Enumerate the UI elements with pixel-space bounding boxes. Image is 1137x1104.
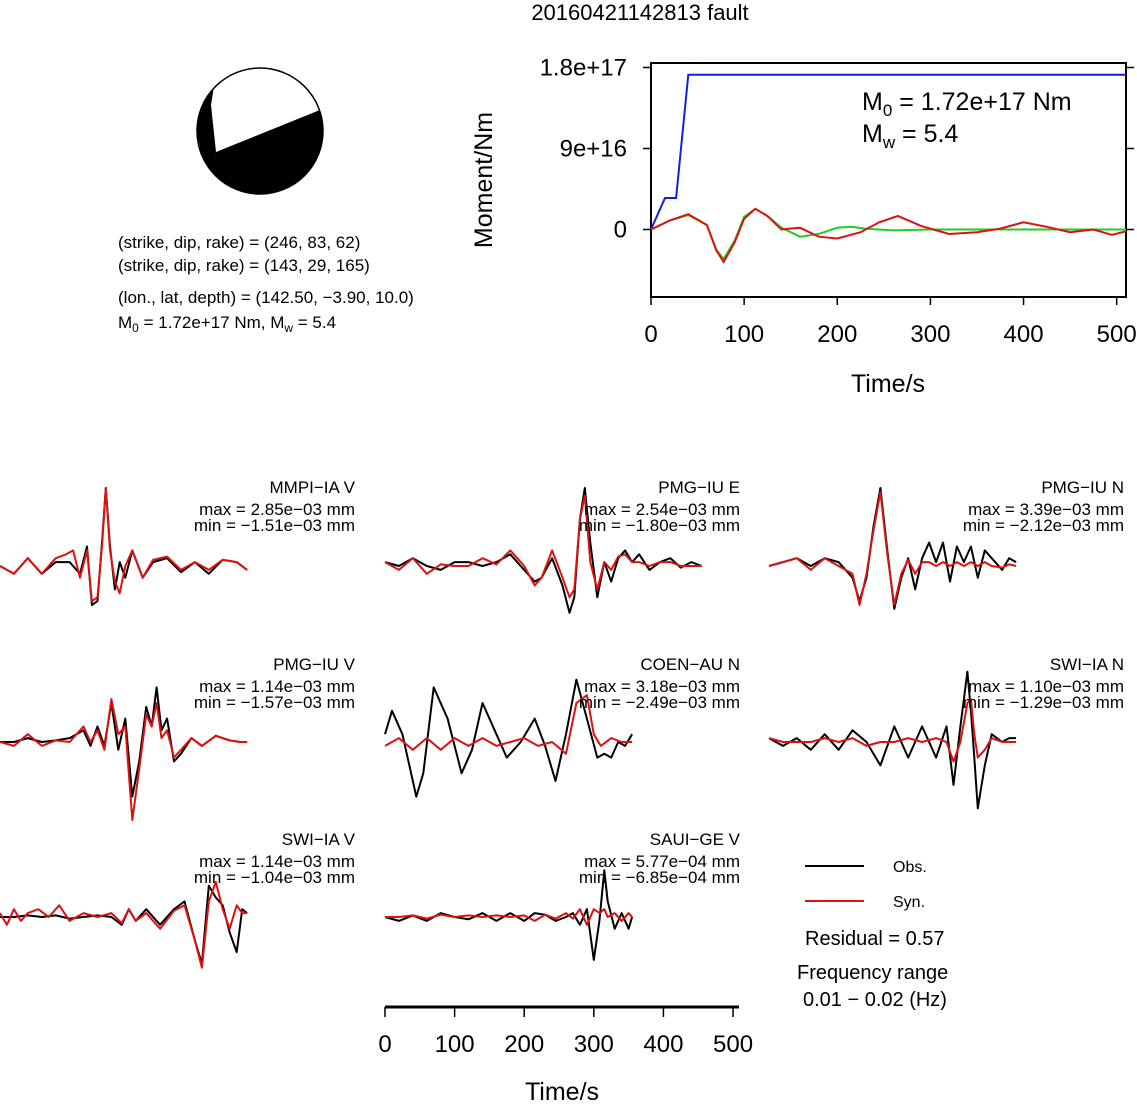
station-name: PMG−IU N — [1041, 478, 1124, 497]
station-min: min = −6.85e−04 mm — [579, 868, 740, 887]
moment-xtick-label: 300 — [910, 321, 950, 348]
moment-xtick-label: 100 — [724, 321, 764, 348]
moment-series-0 — [650, 73, 1126, 230]
station-min: min = −1.57e−03 mm — [194, 693, 355, 712]
moment-series-2 — [650, 207, 1127, 264]
synthetic-trace — [384, 694, 633, 755]
moment-ytick-label: 1.8e+17 — [540, 55, 627, 82]
moment-m0-annotation: M0 = 1.72e+17 Nm — [862, 88, 1072, 120]
legend: Obs. Syn. Residual = 0.57 Frequency rang… — [797, 859, 948, 1011]
residual-value: Residual = 0.57 — [805, 928, 945, 950]
station-name: SWI−IA N — [1050, 655, 1124, 674]
observed-trace — [768, 670, 1017, 810]
station-name: MMPI−IA V — [270, 478, 356, 497]
magnitude-line: M0 = 1.72e+17 Nm, Mw = 5.4 — [118, 313, 336, 335]
station-max: max = 1.14e−03 mm — [199, 852, 355, 871]
station-min: min = −1.04e−03 mm — [194, 868, 355, 887]
frequency-range-value: 0.01 − 0.02 (Hz) — [803, 989, 947, 1011]
moment-plot-frame — [650, 62, 1127, 298]
beachball-compression-quadrant-2 — [197, 80, 216, 162]
time-xtick-label: 200 — [504, 1031, 544, 1058]
synthetic-trace — [0, 698, 248, 821]
station-name: PMG−IU V — [273, 655, 355, 674]
station-max: max = 2.54e−03 mm — [584, 500, 740, 519]
source-parameters: (strike, dip, rake) = (246, 83, 62) (str… — [118, 233, 414, 335]
station-max: max = 1.10e−03 mm — [968, 677, 1124, 696]
time-xtick-label: 0 — [378, 1031, 391, 1058]
moment-series-1 — [650, 207, 1126, 261]
station-max: max = 3.39e−03 mm — [968, 500, 1124, 519]
moment-mw-annotation: Mw = 5.4 — [862, 120, 958, 152]
station-min: min = −1.80e−03 mm — [579, 516, 740, 535]
figure-title: 20160421142813 fault — [531, 0, 748, 25]
frequency-range-title: Frequency range — [797, 962, 948, 984]
synthetic-trace — [385, 908, 633, 926]
nodal-plane-2: (strike, dip, rake) = (143, 29, 165) — [118, 256, 370, 275]
moment-xtick-label: 0 — [644, 321, 657, 348]
station-name: COEN−AU N — [640, 655, 740, 674]
time-xtick-label: 400 — [643, 1031, 683, 1058]
moment-xtick-label: 400 — [1004, 321, 1044, 348]
station-max: max = 3.18e−03 mm — [584, 677, 740, 696]
time-xtick-label: 300 — [574, 1031, 614, 1058]
synthetic-trace — [0, 880, 248, 969]
moment-xlabel: Time/s — [851, 370, 925, 398]
legend-syn-label: Syn. — [893, 894, 925, 911]
station-name: PMG−IU E — [658, 478, 740, 497]
moment-ytick-label: 9e+16 — [560, 136, 627, 163]
station-name: SAUI−GE V — [650, 830, 741, 849]
moment-xtick-label: 500 — [1097, 321, 1137, 348]
beachball-compression-quadrant — [200, 108, 323, 194]
synthetic-trace — [768, 698, 1017, 763]
moment-xtick-label: 200 — [817, 321, 857, 348]
station-min: min = −1.51e−03 mm — [194, 516, 355, 535]
synthetic-trace — [0, 487, 248, 603]
observed-trace — [384, 869, 634, 961]
station-min: min = −2.49e−03 mm — [579, 693, 740, 712]
synthetic-trace — [384, 494, 702, 599]
station-max: max = 5.77e−04 mm — [584, 852, 740, 871]
station-name: SWI−IA V — [282, 830, 356, 849]
observed-trace — [768, 487, 1017, 610]
station-max: max = 2.85e−03 mm — [199, 500, 355, 519]
time-xtick-label: 100 — [435, 1031, 475, 1058]
time-xtick-label: 500 — [713, 1031, 753, 1058]
source-location: (lon., lat, depth) = (142.50, −3.90, 10.… — [118, 288, 414, 307]
observed-trace — [384, 678, 633, 798]
station-max: max = 1.14e−03 mm — [199, 677, 355, 696]
moment-ylabel: Moment/Nm — [470, 112, 498, 248]
time-axis-label: Time/s — [525, 1078, 599, 1104]
moment-ytick-label: 0 — [614, 217, 627, 244]
legend-obs-label: Obs. — [893, 859, 927, 876]
waveform-time-axis: 0 100 200 300 400 500 Time/s — [378, 1005, 753, 1104]
synthetic-trace — [768, 490, 1017, 606]
station-min: min = −1.29e−03 mm — [963, 693, 1124, 712]
beachball — [196, 67, 324, 195]
station-min: min = −2.12e−03 mm — [963, 516, 1124, 535]
nodal-plane-1: (strike, dip, rake) = (246, 83, 62) — [118, 233, 360, 252]
